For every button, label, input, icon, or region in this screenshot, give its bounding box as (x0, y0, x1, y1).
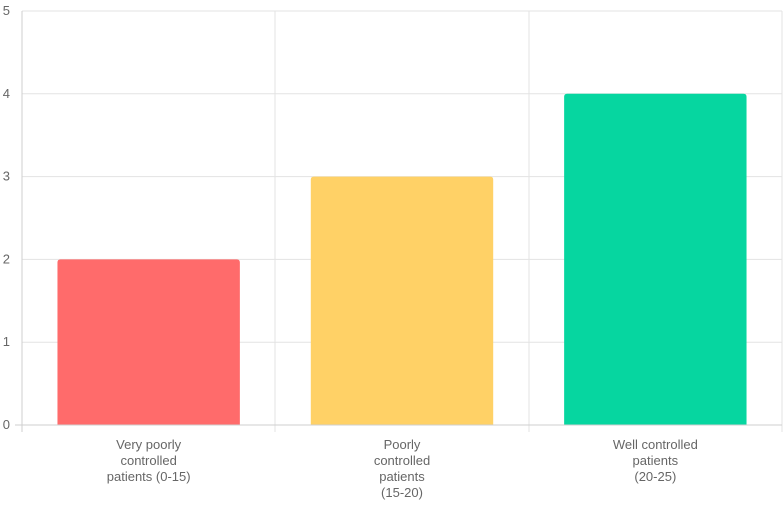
y-tick-label: 4 (3, 86, 10, 101)
x-tick-label-line: patients (0-15) (107, 469, 191, 484)
x-tick-label-line: (15-20) (381, 485, 423, 500)
y-tick-label: 2 (3, 251, 10, 266)
y-tick-label: 3 (3, 169, 10, 184)
y-tick-label: 5 (3, 3, 10, 18)
x-tick-label: Very poorly controlled patients (0-15) (107, 437, 191, 484)
x-tick-labels: Very poorly controlled patients (0-15)Poor… (107, 437, 698, 500)
bar[interactable] (564, 93, 747, 426)
x-tick-label-line: Very poorly (116, 437, 182, 452)
x-tick-label-line: patients (633, 453, 679, 468)
x-tick-label: Poorly controlled patients (15-20) (374, 437, 430, 500)
x-tick-label-line: controlled (374, 453, 430, 468)
x-tick-label-line: Well controlled (613, 437, 698, 452)
x-tick-label-line: controlled (120, 453, 176, 468)
y-tick-labels: 0 1 2 3 4 5 (3, 3, 10, 432)
bar[interactable] (57, 259, 240, 425)
x-tick-label-line: patients (379, 469, 425, 484)
x-tick-label-line: Poorly (384, 437, 421, 452)
y-tick-label: 1 (3, 334, 10, 349)
bars-layer (57, 93, 747, 426)
x-tick-label-line: (20-25) (634, 469, 676, 484)
bar[interactable] (310, 176, 494, 425)
y-tick-label: 0 (3, 417, 10, 432)
x-tick-label: Well controlled patients (20-25) (613, 437, 698, 484)
